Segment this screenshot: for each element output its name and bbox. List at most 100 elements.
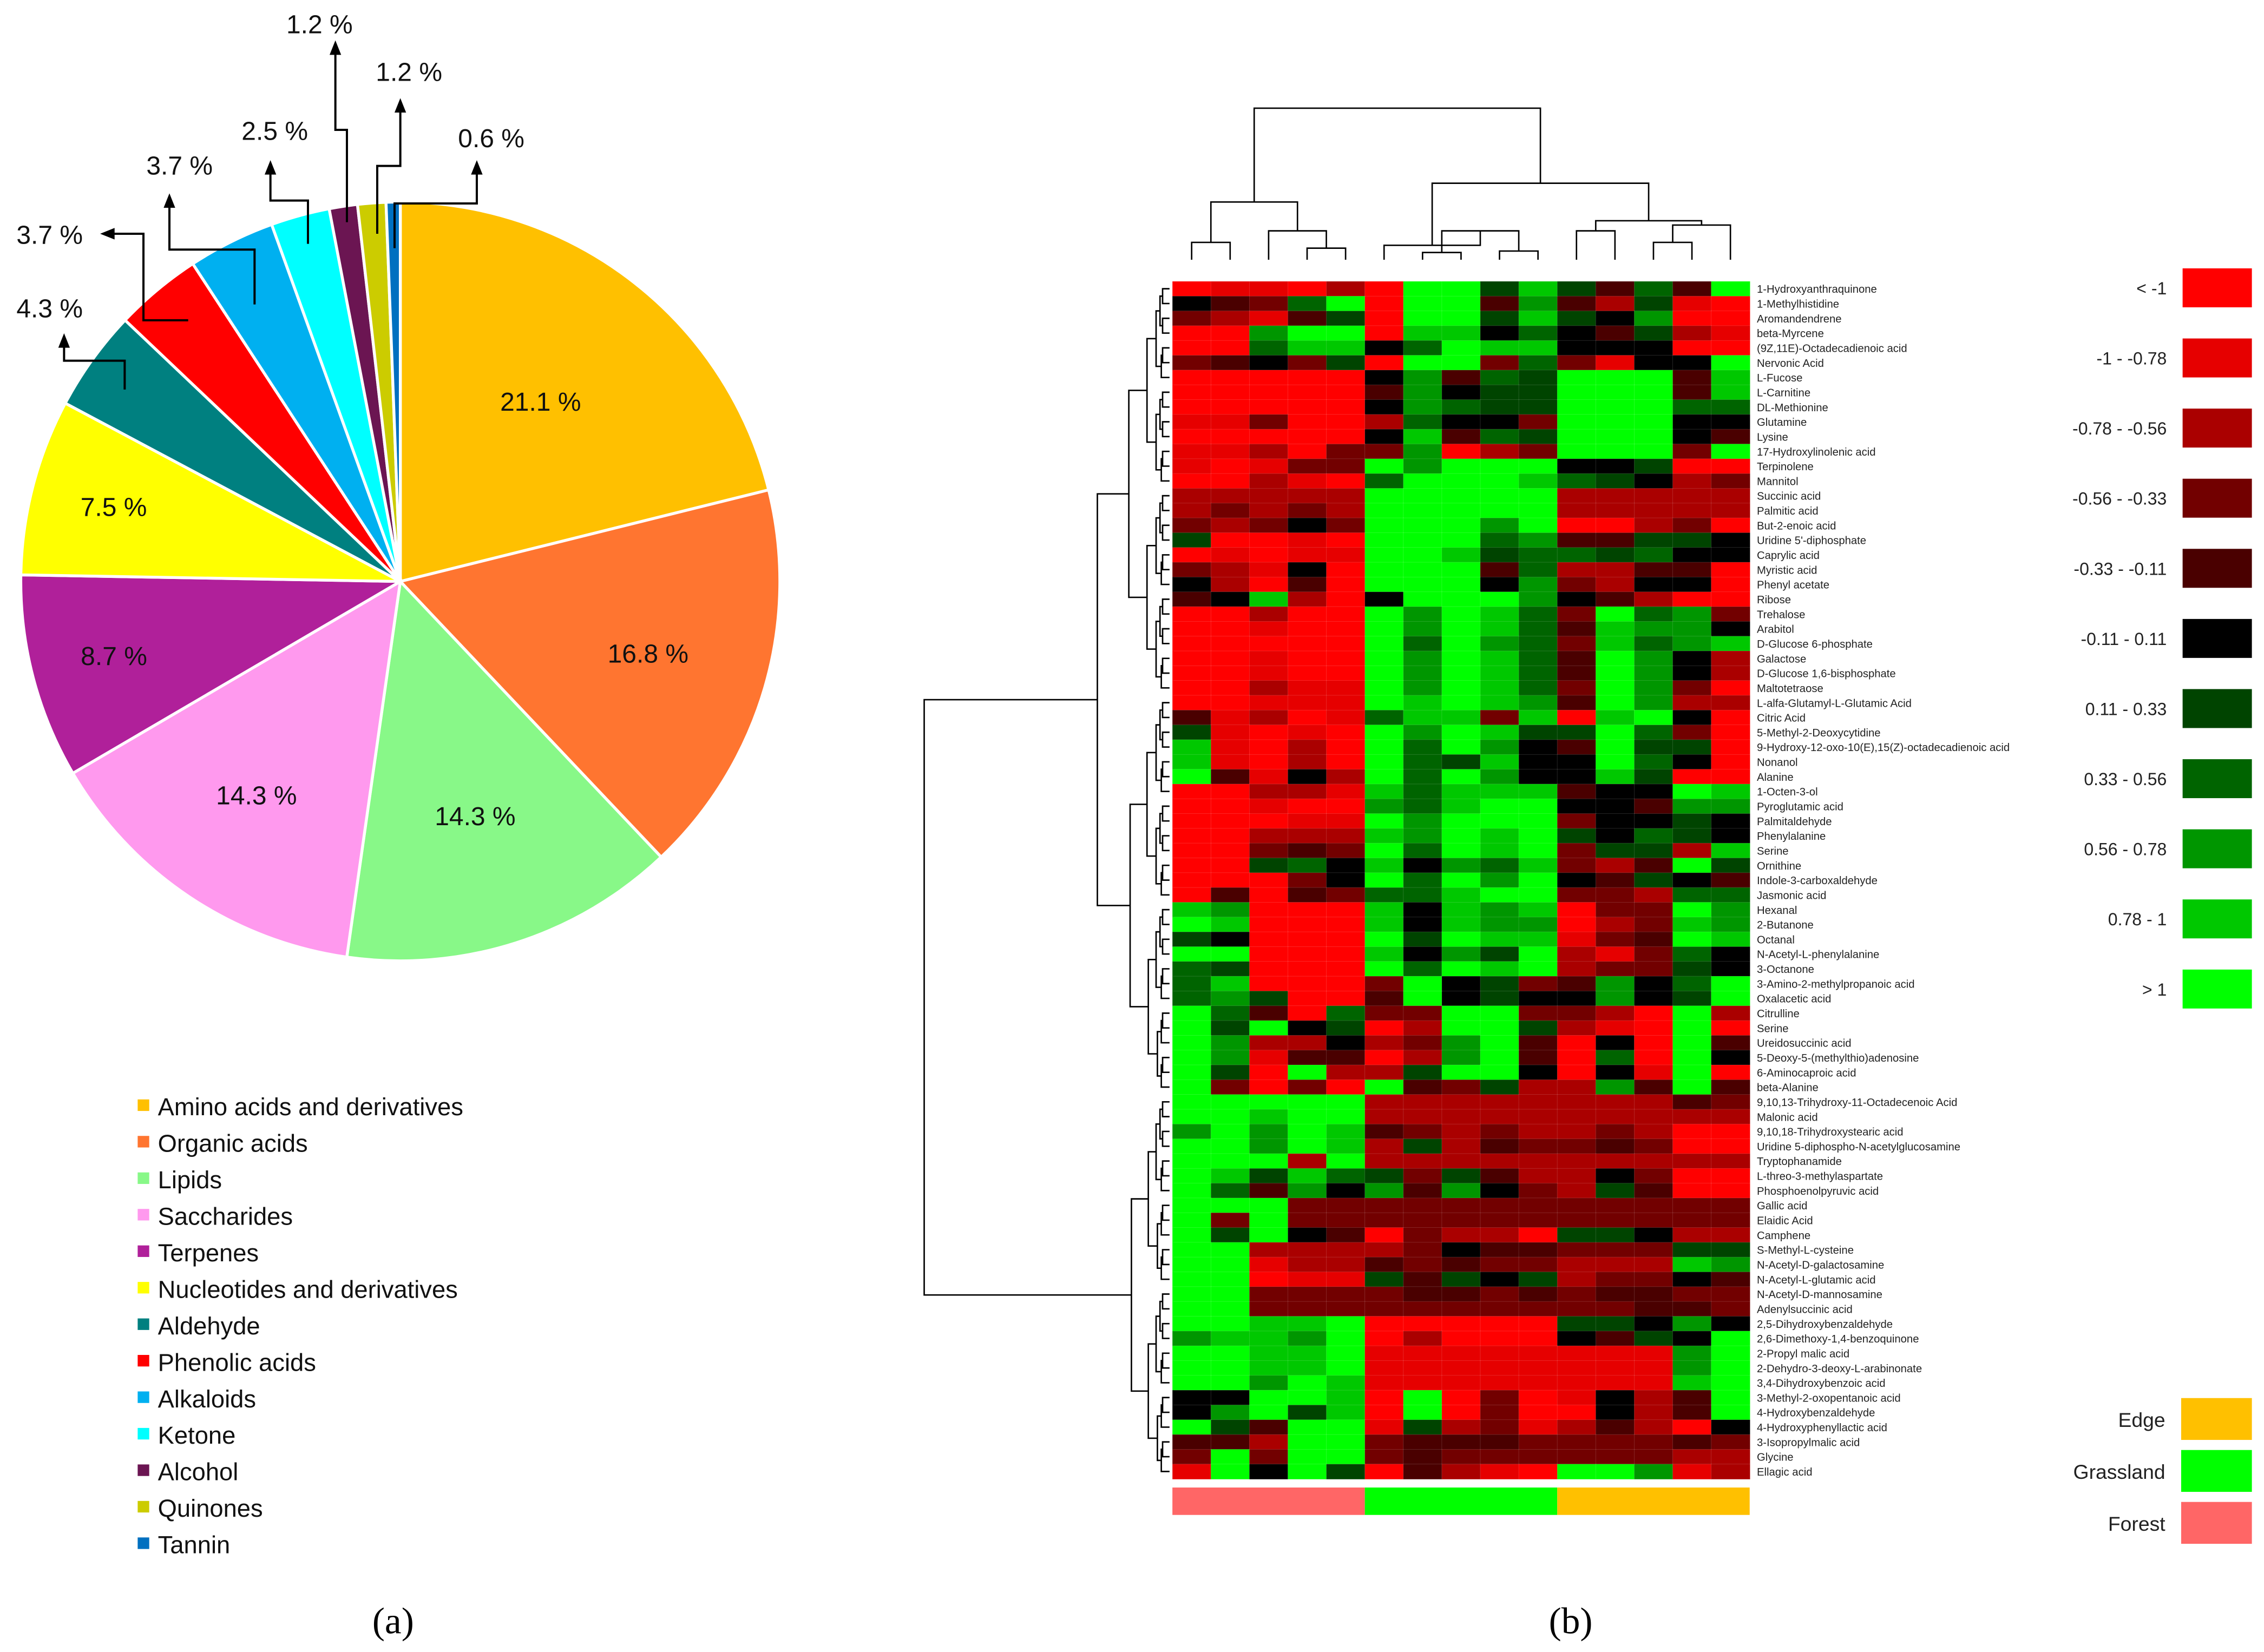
heatmap-cell [1326, 1419, 1366, 1436]
row-label: 6-Aminocaproic acid [1757, 1067, 1856, 1079]
heatmap-cell [1518, 355, 1558, 371]
heatmap-cell [1249, 1449, 1289, 1465]
heatmap-cell [1480, 1449, 1520, 1465]
heatmap-cell [1480, 636, 1520, 652]
heatmap-cell [1364, 872, 1404, 888]
heatmap-cell [1441, 517, 1481, 534]
heatmap-cell [1249, 798, 1289, 814]
heatmap-cell [1403, 650, 1443, 667]
heatmap-cell [1711, 1390, 1750, 1406]
row-label: Pyroglutamic acid [1757, 801, 1843, 813]
heatmap-cell [1288, 1286, 1327, 1302]
heatmap-cell [1518, 370, 1558, 386]
heatmap-cell [1172, 576, 1212, 593]
heatmap-cell [1364, 902, 1404, 918]
heatmap-cell [1326, 725, 1366, 741]
heatmap-cell [1441, 576, 1481, 593]
heatmap-cell [1249, 1434, 1289, 1450]
heatmap-cell [1518, 1375, 1558, 1391]
heatmap-cell [1210, 606, 1250, 622]
heatmap-cell [1672, 1079, 1712, 1095]
heatmap-cell [1711, 325, 1750, 341]
heatmap-cell [1711, 458, 1750, 475]
heatmap-cell [1711, 680, 1750, 696]
row-label: Uridine 5-diphospho-N-acetylglucosamine [1757, 1141, 1960, 1153]
heatmap-cell [1249, 1168, 1289, 1184]
pie-chart [19, 200, 782, 963]
heatmap-cell [1633, 1375, 1674, 1391]
heatmap-cell [1403, 311, 1443, 327]
heatmap-cell [1595, 325, 1635, 341]
heatmap-cell [1403, 1035, 1443, 1051]
heatmap-cell [1210, 902, 1250, 918]
heatmap-cell [1172, 725, 1212, 741]
heatmap-cell [1595, 769, 1635, 785]
heatmap-cell [1326, 1035, 1366, 1051]
heatmap-cell [1249, 444, 1289, 460]
heatmap-cell [1326, 576, 1366, 593]
heatmap-cell [1210, 665, 1250, 681]
heatmap-cell [1518, 576, 1558, 593]
heatmap-cell [1441, 1064, 1481, 1081]
heatmap-cell [1480, 709, 1520, 726]
heatmap-cell [1364, 1020, 1404, 1036]
heatmap-cell [1518, 1345, 1558, 1361]
scale-legend-swatch [2182, 549, 2252, 588]
heatmap-cell [1480, 325, 1520, 341]
heatmap-cell [1364, 1242, 1404, 1258]
heatmap-cell [1633, 902, 1674, 918]
heatmap-cell [1557, 1331, 1597, 1347]
heatmap-cell [1326, 503, 1366, 519]
row-label: Hexanal [1757, 905, 1797, 917]
heatmap-cell [1364, 754, 1404, 770]
heatmap-cell [1441, 1005, 1481, 1022]
heatmap-cell [1326, 621, 1366, 637]
heatmap-cell [1326, 650, 1366, 667]
heatmap-cell [1711, 784, 1750, 800]
pie-callout-label: 3.7 % [146, 152, 213, 181]
heatmap-cell [1595, 429, 1635, 445]
heatmap-cell [1403, 931, 1443, 947]
heatmap-cell [1633, 1301, 1674, 1317]
heatmap-cell [1249, 1345, 1289, 1361]
heatmap-cell [1518, 414, 1558, 430]
heatmap-cell [1595, 813, 1635, 830]
heatmap-cell [1249, 739, 1289, 755]
heatmap-cell [1441, 769, 1481, 785]
heatmap-cell [1711, 1331, 1750, 1347]
heatmap-cell [1557, 621, 1597, 637]
heatmap-cell [1518, 665, 1558, 681]
heatmap-cell [1249, 754, 1289, 770]
heatmap-cell [1557, 1242, 1597, 1258]
heatmap-cell [1441, 429, 1481, 445]
heatmap-cell [1595, 444, 1635, 460]
heatmap-cell [1364, 1064, 1404, 1081]
pie-slice-organic-acids [397, 488, 782, 859]
heatmap-cell [1672, 1212, 1712, 1228]
heatmap-cell [1249, 458, 1289, 475]
heatmap-cell [1480, 976, 1520, 992]
heatmap-cell [1711, 606, 1750, 622]
row-label: 2,5-Dihydroxybenzaldehyde [1757, 1319, 1893, 1331]
legend-swatch-saccharides [137, 1209, 149, 1221]
heatmap-cell [1518, 295, 1558, 312]
heatmap-cell [1172, 1449, 1212, 1465]
heatmap-cell [1557, 1050, 1597, 1066]
heatmap-cell [1711, 1094, 1750, 1110]
heatmap-cell [1672, 665, 1712, 681]
heatmap-cell [1672, 784, 1712, 800]
heatmap-cell [1288, 340, 1327, 356]
heatmap-cell [1210, 946, 1250, 962]
heatmap-cell [1172, 739, 1212, 755]
scale-legend-label: 0.33 - 0.56 [2084, 769, 2167, 789]
heatmap-cell [1326, 946, 1366, 962]
heatmap-cell [1441, 636, 1481, 652]
heatmap-cell [1210, 1020, 1250, 1036]
heatmap-cell [1288, 295, 1327, 312]
heatmap-cell [1711, 591, 1750, 608]
heatmap-cell [1711, 961, 1750, 977]
heatmap-cell [1480, 429, 1520, 445]
heatmap-cell [1518, 1227, 1558, 1243]
heatmap-cell [1441, 1109, 1481, 1125]
heatmap-cell [1172, 488, 1212, 504]
